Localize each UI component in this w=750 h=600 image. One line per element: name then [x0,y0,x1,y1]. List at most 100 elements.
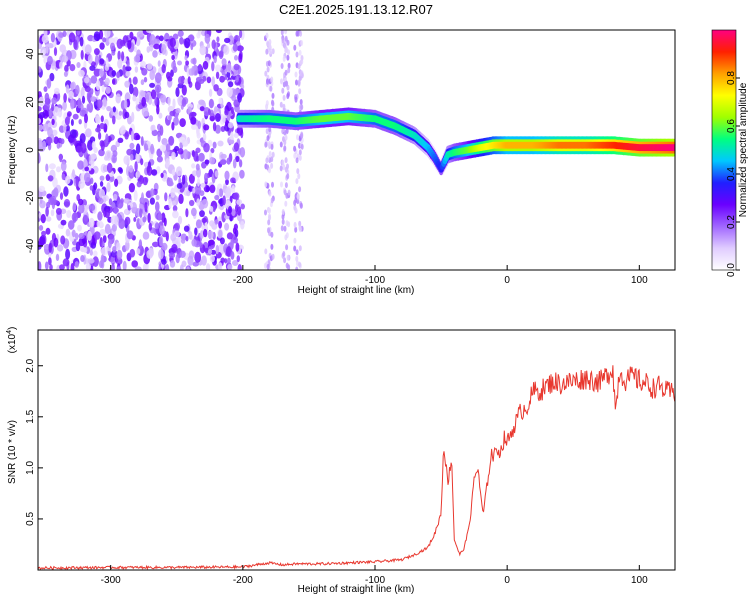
heatmap-noise-blob [215,71,220,80]
heatmap-streak-blob [287,189,291,196]
heatmap-noise-blob [76,30,81,36]
heatmap-noise-blob [140,136,144,147]
heatmap-streak-blob [285,244,289,251]
heatmap-noise-blob [199,242,203,249]
heatmap-noise-blob [183,225,190,232]
heatmap-noise-blob [156,86,160,98]
heatmap-noise-blob [78,119,82,125]
heatmap-noise-blob [63,71,68,77]
heatmap-streak-blob [280,63,284,69]
heatmap-ridge-cell [672,144,675,152]
heatmap-noise-blob [239,169,245,179]
heatmap-noise-blob [185,60,190,66]
heatmap-noise-blob [151,129,158,137]
heatmap-noise-blob [89,185,94,191]
heatmap-streak-blob [270,197,274,204]
heatmap-noise-blob [146,249,154,259]
heatmap-noise-blob [102,37,107,43]
heatmap-noise-blob [94,48,100,56]
heatmap-noise-blob [128,165,134,173]
heatmap-noise-blob [199,106,205,112]
heatmap-noise-blob [59,61,63,69]
heatmap-noise-blob [104,208,110,219]
heatmap-noise-blob [142,263,148,270]
heatmap-noise-blob [50,209,55,217]
heatmap-noise-blob [128,182,135,193]
heatmap-noise-blob [232,43,238,52]
heatmap-streak-blob [293,221,297,228]
heatmap-streak-blob [287,221,291,228]
heatmap-streak-blob [266,66,270,73]
heatmap-streak-blob [298,149,302,156]
heatmap-noise-blob [135,152,140,163]
colorbar-tick-label: 0.6 [726,119,737,133]
heatmap-noise-blob [175,107,181,114]
heatmap-noise-blob [68,32,76,43]
heatmap-noise-blob [48,109,52,118]
heatmap-noise-blob [175,87,180,98]
heatmap-noise-blob [177,215,183,225]
heatmap-noise-blob [126,60,130,67]
heatmap-noise-blob [71,229,76,238]
heatmap-streak-blob [294,71,298,78]
heatmap-streak-blob [280,181,283,188]
heatmap-noise-blob [140,90,146,97]
heatmap-noise-blob [80,142,87,154]
heatmap-noise-blob [212,122,217,132]
heatmap-noise-blob [168,135,175,146]
heatmap-noise-blob [38,96,45,107]
heatmap-noise-blob [179,250,186,258]
heatmap-noise-blob [233,142,240,152]
heatmap-noise-blob [98,197,104,205]
heatmap-noise-blob [84,77,90,84]
snr-x-tick-label: -100 [365,575,385,586]
heatmap-noise-blob [77,224,82,232]
heatmap-noise-blob [80,255,85,262]
heatmap-noise-blob [214,124,221,134]
heatmap-noise-blob [45,43,49,54]
heatmap-noise-blob [88,203,96,212]
heatmap-noise-blob [52,177,58,188]
heatmap-noise-blob [145,93,150,103]
heatmap-noise-blob [173,116,179,126]
heatmap-streak-blob [287,264,291,270]
heatmap-noise-blob [239,30,243,39]
heatmap-noise-blob [51,118,55,126]
heatmap-noise-blob [184,37,191,49]
heatmap-noise-blob [146,46,151,53]
heatmap-noise-blob [188,173,195,184]
heatmap-noise-blob [96,221,101,227]
heatmap-noise-blob [53,87,60,95]
heatmap-streak-blob [270,243,274,250]
heatmap-noise-blob [194,227,198,236]
heatmap-noise-blob [192,57,197,65]
heatmap-streak-blob [265,103,269,110]
heatmap-noise-blob [216,36,220,43]
heatmap-streak-blob [300,143,304,150]
heatmap-noise-blob [237,264,242,270]
heatmap-noise-blob [75,84,80,95]
heatmap-streak-blob [293,145,297,152]
heatmap-noise-blob [227,257,231,265]
heatmap-noise-blob [130,130,135,142]
heatmap-noise-blob [224,258,228,264]
heatmap-x-axis-label: Height of straight line (km) [298,285,415,296]
heatmap-streak-blob [296,168,300,175]
heatmap-noise-blob [112,78,116,85]
heatmap-streak-blob [266,263,270,270]
heatmap-noise-blob [43,244,50,250]
heatmap-noise-blob [234,55,238,61]
heatmap-noise-blob [202,60,209,70]
heatmap-noise-blob [238,159,243,168]
heatmap-noise-blob [120,198,124,204]
heatmap-y-ticks: -40 -20 0 20 40 [25,48,43,253]
heatmap-noise-blob [153,38,160,45]
heatmap-noise-blob [44,261,49,270]
heatmap-noise-blob [201,217,207,224]
heatmap-streak-blob [265,32,269,39]
heatmap-streak-blob [295,249,299,256]
heatmap-streak-blob [298,154,302,161]
heatmap-streak-blob [297,173,301,180]
heatmap-noise-blob [60,235,66,245]
heatmap-noise-blob [196,177,201,187]
